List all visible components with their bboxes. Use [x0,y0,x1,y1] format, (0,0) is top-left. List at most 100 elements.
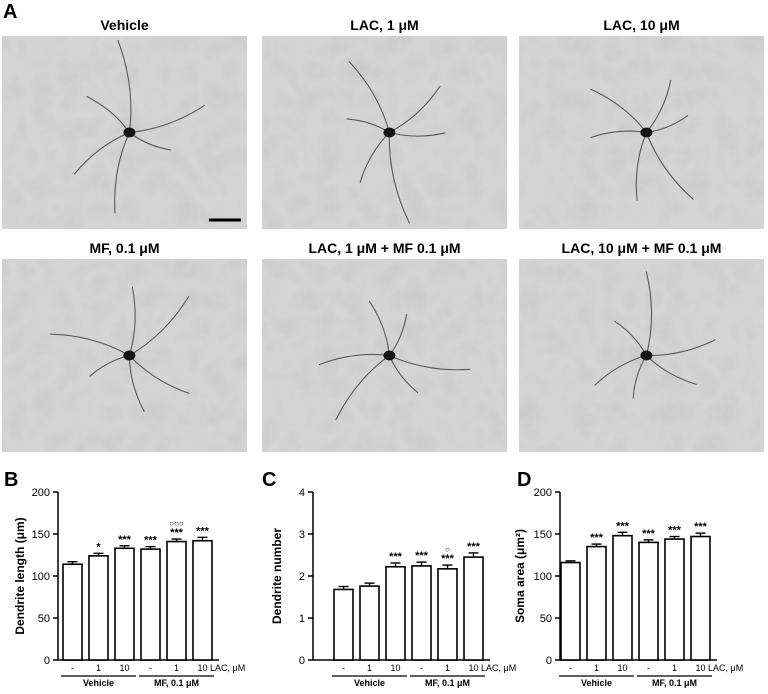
panel-letter-a: A [3,1,17,23]
x-tick-label: - [420,663,423,673]
group-label: MF, 0.1 μM [652,678,697,688]
micrograph-title: LAC, 1 μM + MF 0.1 μM [308,240,460,256]
neuron-dendrite [114,132,130,214]
x-tick-label: 10 [695,663,705,673]
micrograph-title: LAC, 1 μM [350,17,418,33]
significance-marker-secondary: ○ [445,545,450,554]
group-label: MF, 0.1 μM [425,678,470,688]
x-tick-label: 1 [96,663,101,673]
bar [690,535,711,661]
neuron-dendrite [335,355,390,421]
neuron-dendrite [646,339,716,357]
neuron-dendrite [389,85,441,133]
bar [88,555,109,661]
neuron-dendrite [635,132,647,201]
neuron-soma [123,127,136,138]
significance-marker: *** [441,553,455,565]
neuron-dendrite [129,295,190,356]
y-tick-label: 0 [44,655,50,667]
significance-marker: *** [616,520,630,532]
neuron-soma [383,350,396,361]
bar [638,541,659,661]
significance-marker-secondary: ○○○ [169,519,184,528]
x-axis-unit-label: LAC, μM [210,663,245,673]
x-tick-label: 10 [617,663,627,673]
micrograph-title: Vehicle [100,17,148,33]
significance-marker: *** [170,527,184,539]
significance-marker: *** [196,525,210,537]
x-tick-label: 10 [390,663,400,673]
group-label: Vehicle [354,678,385,688]
x-tick-label: 1 [672,663,677,673]
x-tick-label: 1 [445,663,450,673]
y-tick-label: 200 [534,487,552,499]
y-tick-label: 3 [299,529,305,541]
y-tick-label: 150 [534,529,552,541]
y-tick-label: 150 [32,529,50,541]
y-tick-label: 0 [546,655,552,667]
micrograph-panel: MF, 0.1 μM [2,240,247,452]
bar [114,547,135,661]
neuron-soma [640,127,653,138]
bar [192,539,213,661]
y-tick-label: 200 [32,487,50,499]
x-tick-label: - [342,663,345,673]
panel-letter: D [517,469,531,491]
x-tick-label: 1 [594,663,599,673]
significance-marker: *** [144,535,158,547]
y-tick-label: 100 [32,571,50,583]
neuron-dendrite [388,132,411,224]
micrograph-grid: Vehicle LAC, 1 μM LAC, 10 μM MF, 0.1 μM LAC,… [2,17,764,452]
y-axis-label: Dendrite number [270,528,284,624]
significance-marker: *** [389,551,403,563]
bar [437,568,458,661]
y-tick-label: 1 [299,613,305,625]
significance-marker: *** [118,534,132,546]
neuron-soma [640,350,653,361]
significance-marker: *** [642,528,656,540]
neuron-dendrite [129,355,190,394]
neuron-dendrite [318,353,390,366]
significance-marker: *** [467,541,481,553]
bar [664,538,685,661]
bar [385,565,406,661]
panel-letter: C [262,469,276,491]
bar [166,540,187,661]
x-axis-unit-label: LAC, μM [708,663,743,673]
bar [411,565,432,661]
y-tick-label: 100 [534,571,552,583]
bar [560,561,581,661]
group-label: MF, 0.1 μM [154,678,199,688]
group-label: Vehicle [83,678,114,688]
x-tick-label: - [569,663,572,673]
bar [359,585,380,661]
bar-chart-panel-b: B 0 50 100 150 200 Dendrite length (μm) - * 1 *** 1… [4,469,245,688]
neuron-dendrite [389,354,471,371]
x-tick-label: - [647,663,650,673]
group-label: Vehicle [581,678,612,688]
y-tick-label: 0 [299,655,305,667]
y-tick-label: 2 [299,571,305,583]
micrograph-title: MF, 0.1 μM [89,240,159,256]
neuron-dendrite [645,132,694,201]
y-tick-label: 50 [38,613,50,625]
x-tick-label: 10 [468,663,478,673]
y-tick-label: 4 [299,487,305,499]
neuron-dendrite [128,286,136,356]
micrograph-panel: LAC, 10 μM + MF 0.1 μM [519,240,764,452]
significance-marker: *** [668,525,682,537]
bar [62,563,83,661]
significance-marker: *** [590,532,604,544]
bar [140,548,161,661]
micrograph-panel: LAC, 1 μM + MF 0.1 μM [262,240,507,452]
neuron-dendrite [590,88,647,133]
neuron-soma [383,127,396,138]
neuron-dendrite [73,131,130,175]
bar [612,534,633,661]
micrograph-title: LAC, 10 μM + MF 0.1 μM [562,240,722,256]
x-tick-label: 10 [197,663,207,673]
bar [333,588,354,661]
micrograph-panel: LAC, 10 μM [519,17,764,229]
x-tick-label: 1 [174,663,179,673]
